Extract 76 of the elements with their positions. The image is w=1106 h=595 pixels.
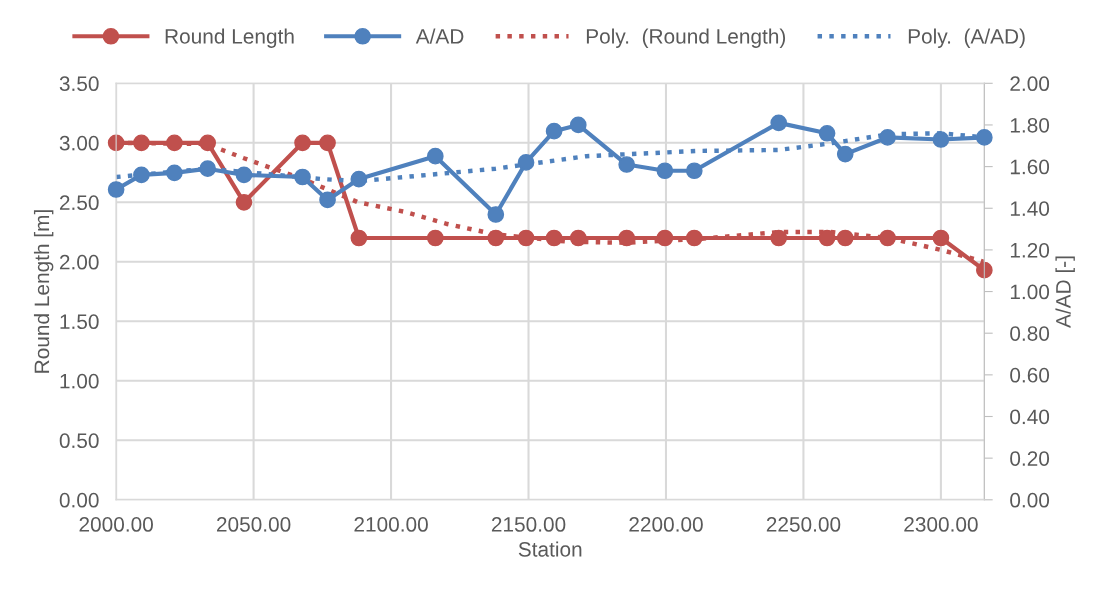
point [569,229,587,247]
y-tick-label: 2.00 [59,254,99,270]
x-tick-label: 2300.00 [904,517,978,532]
point [319,134,336,152]
y2-tick-label: 0.20 [1010,451,1050,466]
y2-tick-label: 0.80 [1010,326,1050,341]
y-axis-title: Round Length [m] [33,210,54,373]
y2-tick-label: 1.60 [1010,159,1050,175]
y2-tick-label: 0.60 [1010,367,1050,383]
point [770,114,788,132]
x-tick-label: 2200.00 [629,517,703,532]
y-tick-label: 1.00 [60,373,99,389]
point [294,168,311,186]
y2-tick-label: 1.80 [1010,117,1050,133]
point [133,166,150,184]
x-axis-title: Station [518,541,582,557]
point [932,131,950,148]
point [932,229,950,247]
y-tick-label: 3.00 [59,135,99,151]
point [545,229,563,247]
point [879,129,896,146]
point [770,229,788,247]
point [350,170,368,188]
point [818,124,836,142]
legend-label: A/AD [415,28,464,44]
point [836,229,854,247]
legend-label: Poly. (A/AD) [908,28,1025,48]
y2-tick-label: 2.00 [1010,76,1050,92]
y2-axis-title: A/AD [-] [1055,256,1075,328]
point [656,229,674,247]
y-tick-label: 3.50 [59,76,99,92]
y2-tick-label: 1.40 [1010,201,1050,216]
legend-label: Round Length [165,28,294,48]
point [685,162,703,180]
y-tick-label: 0.50 [59,433,99,449]
point [235,166,253,184]
point [350,229,368,247]
x-tick-label: 2100.00 [354,517,428,532]
point [685,229,703,247]
point [569,116,587,134]
point [199,160,217,178]
y-tick-label: 1.50 [60,314,99,330]
point [836,145,854,163]
point [166,164,183,182]
point [107,181,125,198]
y2-tick-label: 1.00 [1010,284,1050,300]
x-tick-label: 2000.00 [79,517,153,532]
point [517,154,535,171]
legend-label: Poly. (Round Length) [586,28,786,48]
x-tick-label: 2250.00 [766,517,841,532]
point [818,229,836,247]
x-tick-label: 2150.00 [491,517,566,532]
point [976,129,993,146]
point [976,261,993,279]
point [618,156,635,173]
y2-tick-label: 1.20 [1010,242,1050,258]
y2-tick-label: 0.40 [1010,409,1050,425]
point [166,134,183,152]
point [319,191,336,209]
point [235,193,253,211]
point [487,206,505,223]
x-tick-label: 2050.00 [216,517,291,532]
point [199,134,217,152]
point [487,229,505,247]
point [545,122,563,140]
y-tick-label: 0.00 [59,492,99,508]
point [294,134,311,152]
point [133,134,150,152]
point [618,229,635,247]
point [879,229,896,247]
y2-tick-label: 0.00 [1010,492,1050,508]
point [426,147,444,165]
point [517,229,535,247]
point [426,229,444,247]
y-tick-label: 2.50 [59,195,99,211]
point [656,162,674,180]
